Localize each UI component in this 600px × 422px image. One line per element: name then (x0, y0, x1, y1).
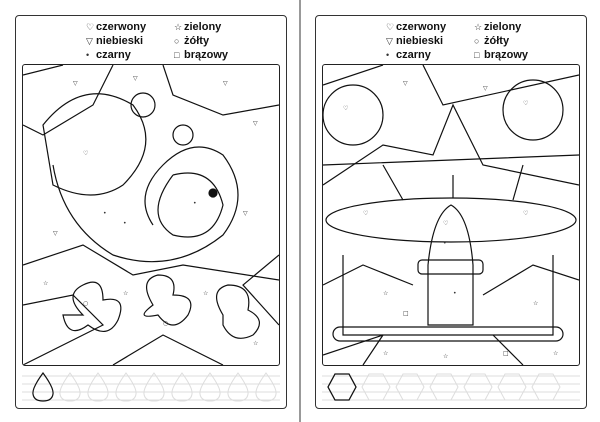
color-legend: ♡ czerwony ▽ niebieski • czarny ☆ zielony ○ ż… (86, 21, 266, 63)
svg-text:☆: ☆ (43, 280, 48, 287)
svg-text:☆: ☆ (383, 350, 388, 357)
worksheet-right: ♡ czerwony ▽ niebieski • czarny ☆ zielony ○ ż… (315, 15, 587, 409)
svg-text:•: • (453, 290, 457, 297)
svg-text:♡: ♡ (523, 210, 528, 217)
svg-text:☆: ☆ (443, 353, 448, 360)
triangle-icon: ▽ (86, 36, 93, 46)
drop-shape (32, 371, 54, 402)
svg-text:□: □ (403, 310, 409, 317)
legend-item: ☆ zielony (174, 21, 221, 34)
svg-text:☆: ☆ (123, 290, 128, 297)
svg-text:▽: ▽ (223, 80, 228, 87)
legend-label: czerwony (396, 21, 447, 33)
legend-label: zielony (184, 21, 222, 33)
dot-icon: • (86, 50, 90, 60)
legend-label: czarny (96, 49, 131, 61)
svg-text:○: ○ (163, 320, 168, 327)
svg-text:♡: ♡ (83, 150, 88, 157)
legend-label: brązowy (484, 49, 529, 61)
square-icon: □ (474, 50, 480, 60)
legend-label: żółty (184, 35, 210, 47)
svg-text:♡: ♡ (343, 105, 348, 112)
svg-text:□: □ (503, 350, 509, 357)
svg-text:☆: ☆ (553, 350, 558, 357)
tracing-row-drops (22, 371, 280, 402)
svg-text:▽: ▽ (483, 85, 488, 92)
square-icon: □ (174, 50, 180, 60)
legend-label: brązowy (184, 49, 229, 61)
worksheet-left: ♡ czerwony ▽ niebieski • czarny ☆ zielony ○ ż… (15, 15, 287, 409)
svg-text:▽: ▽ (243, 210, 248, 217)
legend-item: ▽ niebieski (86, 35, 143, 48)
legend-label: żółty (484, 35, 510, 47)
tracing-row-hexagons (322, 373, 580, 401)
svg-text:○: ○ (83, 300, 88, 307)
legend-item: □ brązowy (474, 49, 528, 62)
svg-text:▽: ▽ (403, 80, 408, 87)
svg-text:☆: ☆ (253, 340, 258, 347)
svg-text:☆: ☆ (533, 300, 538, 307)
legend-item: ☆ zielony (474, 21, 521, 34)
svg-text:♡: ♡ (523, 100, 528, 107)
legend-item: □ brązowy (174, 49, 228, 62)
hexagon-shape (327, 373, 357, 401)
legend-item: ♡ czerwony (86, 21, 146, 34)
legend-item: ○ żółty (474, 35, 509, 48)
dot-icon: • (386, 50, 390, 60)
svg-text:•: • (103, 210, 107, 217)
triangle-icon: ▽ (386, 36, 393, 46)
legend-label: czarny (396, 49, 431, 61)
legend-item: ▽ niebieski (386, 35, 443, 48)
svg-text:☆: ☆ (203, 290, 208, 297)
star-icon: ☆ (174, 22, 183, 32)
svg-text:•: • (443, 240, 447, 247)
svg-text:•: • (123, 220, 127, 227)
heart-icon: ♡ (86, 22, 95, 32)
circle-icon: ○ (474, 36, 480, 46)
legend-item: • czarny (386, 49, 431, 62)
svg-text:♡: ♡ (363, 210, 368, 217)
svg-text:▽: ▽ (73, 80, 78, 87)
legend-label: czerwony (96, 21, 147, 33)
legend-item: ♡ czerwony (386, 21, 446, 34)
heart-icon: ♡ (386, 22, 395, 32)
page-divider (299, 0, 301, 422)
legend-item: ○ żółty (174, 35, 209, 48)
legend-label: zielony (484, 21, 522, 33)
svg-text:♡: ♡ (443, 220, 448, 227)
legend-label: niebieski (396, 35, 444, 47)
coloring-picture-mushroom: ♡ ♡ ▽ ▽ ♡ ♡ ♡ • • ☆ ☆ ☆ ☆ □ □ ☆ (322, 64, 580, 366)
svg-text:•: • (193, 200, 197, 207)
svg-text:▽: ▽ (133, 75, 138, 82)
svg-text:☆: ☆ (383, 290, 388, 297)
circle-icon: ○ (174, 36, 180, 46)
legend-label: niebieski (96, 35, 144, 47)
coloring-picture-snail: ▽ ▽ ▽ ▽ ♡ • • • ☆ ☆ ☆ ☆ ○ ○ ▽ ▽ (22, 64, 280, 366)
svg-text:▽: ▽ (53, 230, 58, 237)
svg-text:▽: ▽ (253, 120, 258, 127)
legend-item: • czarny (86, 49, 131, 62)
color-legend: ♡ czerwony ▽ niebieski • czarny ☆ zielony ○ ż… (386, 21, 566, 63)
star-icon: ☆ (474, 22, 483, 32)
